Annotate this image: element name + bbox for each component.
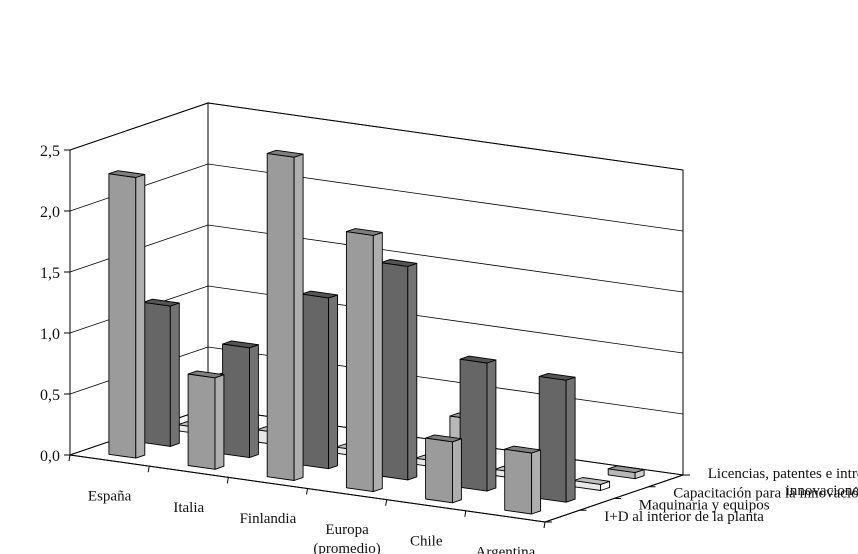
bar-side-face [249,344,259,459]
bar-side-face [531,449,542,515]
x-axis-tick [464,510,467,517]
y-tick-label: 2,5 [40,143,60,160]
category-label-line: Europa [325,522,369,538]
bar-front-face [459,358,488,492]
bar-top-face [142,298,180,307]
x-axis-tick [147,466,150,473]
bars [108,149,645,515]
bar-top-face [301,290,339,299]
y-tick-label: 1,5 [40,265,60,282]
bar-side-face [407,262,418,481]
bar [222,340,259,459]
bar-top-face [266,149,304,158]
bar [425,434,462,504]
bar-top-face [607,465,645,474]
series-label: I+D al interior de la planta [604,509,764,525]
bar [380,259,418,481]
bar [538,372,576,503]
gridline [69,102,684,171]
bar [459,355,497,492]
y-axis-tick-labels: 0,0 0,5 1,0 1,5 2,0 2,5 [40,143,60,465]
category-label: Finlandia [240,511,297,527]
bar-front-face [425,437,453,504]
series-label: Capacitación para la innovación [673,486,858,502]
series-label: Licencias, patentes e introducción deinn… [708,466,858,499]
bar [142,298,180,447]
bar [301,290,339,470]
bar-front-face [301,293,330,470]
bar-top-face [187,370,225,379]
y-tick-label: 2,0 [40,204,60,221]
bar [607,465,645,480]
series-label: Maquinaria y equipos [639,497,770,513]
bar-top-face [459,355,497,364]
series-label-line: innovaciones [786,483,858,499]
bar-front-face [380,262,409,481]
bar-side-face [169,302,180,447]
y-tick-label: 0,0 [40,448,60,465]
bar-top-face [380,259,418,267]
bar-top-face [345,228,383,236]
x-axis-tick [543,521,546,529]
x-axis-category-labels: España Italia Finlandia Europa (promedio) Chi… [88,489,536,554]
category-label: España [88,489,132,505]
axes [64,149,690,529]
bar-front-face [187,373,216,470]
bar-front-face [345,231,374,493]
bar-front-face [538,375,567,503]
category-label: Argentina [476,544,536,554]
bar-side-face [214,374,225,470]
bar-front-face [222,343,250,459]
bar [108,170,146,459]
bar-side-face [328,294,339,470]
bar-top-face [573,477,611,485]
bar-front-face [504,448,533,515]
bar-top-face [425,434,462,443]
bar-top-face [504,445,542,454]
bar-front-face [142,301,171,447]
y-tick-label: 0,5 [40,387,60,404]
x-axis-tick [226,477,229,484]
bar-side-face [293,153,304,481]
bar-side-face [486,359,497,492]
bar-side-face [565,376,576,503]
y-tick-label: 1,0 [40,326,60,343]
series-label-line: Licencias, patentes e introducción de [708,466,858,482]
bar [266,149,304,481]
bar [345,228,383,493]
category-label-line: (promedio) [313,541,380,554]
bar-top-face [222,340,259,349]
bar-side-face [135,174,146,459]
bar-top-face [108,170,146,178]
category-label: Europa (promedio) [313,522,380,554]
bar-front-face [108,173,137,459]
bar [504,445,542,515]
bar-top-face [538,372,576,381]
bar-side-face [452,438,462,504]
bar-front-face [266,152,295,481]
category-label: Chile [410,533,443,549]
bar-side-face [372,231,383,493]
x-axis-tick [68,454,71,462]
x-axis-tick [385,499,388,506]
bar [187,370,225,470]
category-label: Italia [173,500,204,516]
x-axis-tick [306,488,308,495]
